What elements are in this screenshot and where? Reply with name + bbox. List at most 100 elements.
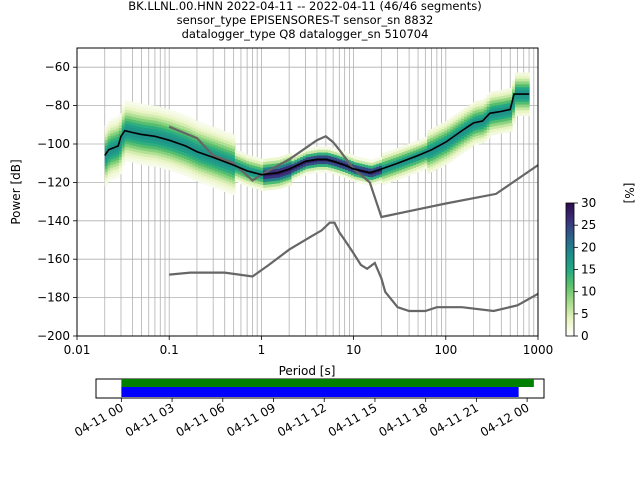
density-cell [226,140,230,145]
density-cell [387,171,392,175]
density-cell [447,148,451,152]
density-cell [226,135,230,139]
density-cell [133,157,137,161]
density-cell [353,176,358,180]
density-cell [251,167,256,172]
density-cell [164,146,168,150]
density-cell [164,120,168,124]
density-cell [438,158,442,163]
density-cell [265,161,270,165]
density-cell [514,75,519,79]
density-cell [144,124,148,129]
density-cell [314,152,318,156]
density-cell [130,124,134,128]
density-cell [509,128,513,132]
density-cell [212,141,216,145]
density-cell [232,134,236,138]
density-cell [130,116,134,120]
density-cell [215,142,219,146]
density-cell [478,103,482,107]
density-cell [130,110,134,114]
density-cell [144,116,148,120]
density-cell [297,169,301,173]
density-cell [407,155,411,159]
density-cell [172,151,177,155]
density-cell [350,157,355,161]
density-cell [150,145,154,149]
density-cell [116,139,120,143]
density-cell [438,153,442,157]
density-cell [181,163,185,167]
density-cell [415,163,420,167]
density-cell [113,120,117,124]
density-cell [200,131,205,135]
density-cell [166,132,171,136]
density-cell [254,165,259,169]
density-cell [381,173,386,177]
density-cell [217,186,222,190]
density-cell [410,168,414,172]
density-cell [294,165,298,169]
density-cell [497,104,502,109]
density-cell [130,159,134,163]
density-cell [195,169,199,173]
density-cell [489,132,493,136]
density-cell [464,133,468,137]
density-cell [220,141,225,145]
density-cell [133,159,137,164]
density-cell [181,140,185,144]
density-cell [503,123,508,128]
density-cell [175,169,179,174]
density-cell [331,156,335,160]
density-cell [458,114,462,118]
density-cell [127,118,131,122]
density-cell [192,176,196,181]
density-cell [263,184,267,188]
density-cell [164,131,168,135]
title-line-1: BK.LLNL.00.HNN 2022-04-11 -- 2022-04-11 … [128,0,482,13]
density-cell [223,136,227,141]
density-cell [475,141,479,145]
density-cell [229,156,233,160]
density-cell [178,136,182,140]
density-cell [172,128,177,132]
density-cell [506,120,510,124]
density-cell [195,172,199,176]
density-cell [175,115,179,119]
density-cell [308,147,312,152]
density-cell [178,116,182,120]
density-cell [229,164,233,169]
density-cell [506,94,510,98]
density-cell [189,166,194,171]
density-cell [215,150,219,155]
density-cell [302,166,307,171]
density-cell [523,98,527,102]
density-cell [520,89,525,94]
density-cell [506,105,510,110]
density-cell [181,134,185,138]
density-cell [497,127,502,132]
density-cell [506,91,510,95]
density-cell [271,174,276,179]
density-cell [141,150,145,154]
density-cell [116,151,120,155]
density-cell [421,138,426,142]
density-cell [268,163,273,168]
density-cell [161,153,165,158]
density-cell [444,132,448,137]
density-cell [294,173,298,178]
density-cell [118,116,123,120]
y-axis-ticks: −60−80−100−120−140−160−180−200 [37,60,77,343]
density-cell [166,143,171,148]
timeline-tick-label: 04-11 06 [174,400,228,439]
density-cell [492,99,496,104]
density-cell [475,109,479,113]
density-cell [124,120,128,125]
density-cell [472,104,476,109]
density-cell [150,162,154,167]
density-cell [217,160,222,164]
density-cell [110,170,114,174]
density-cell [141,144,145,148]
density-cell [147,104,151,109]
density-cell [183,135,188,139]
